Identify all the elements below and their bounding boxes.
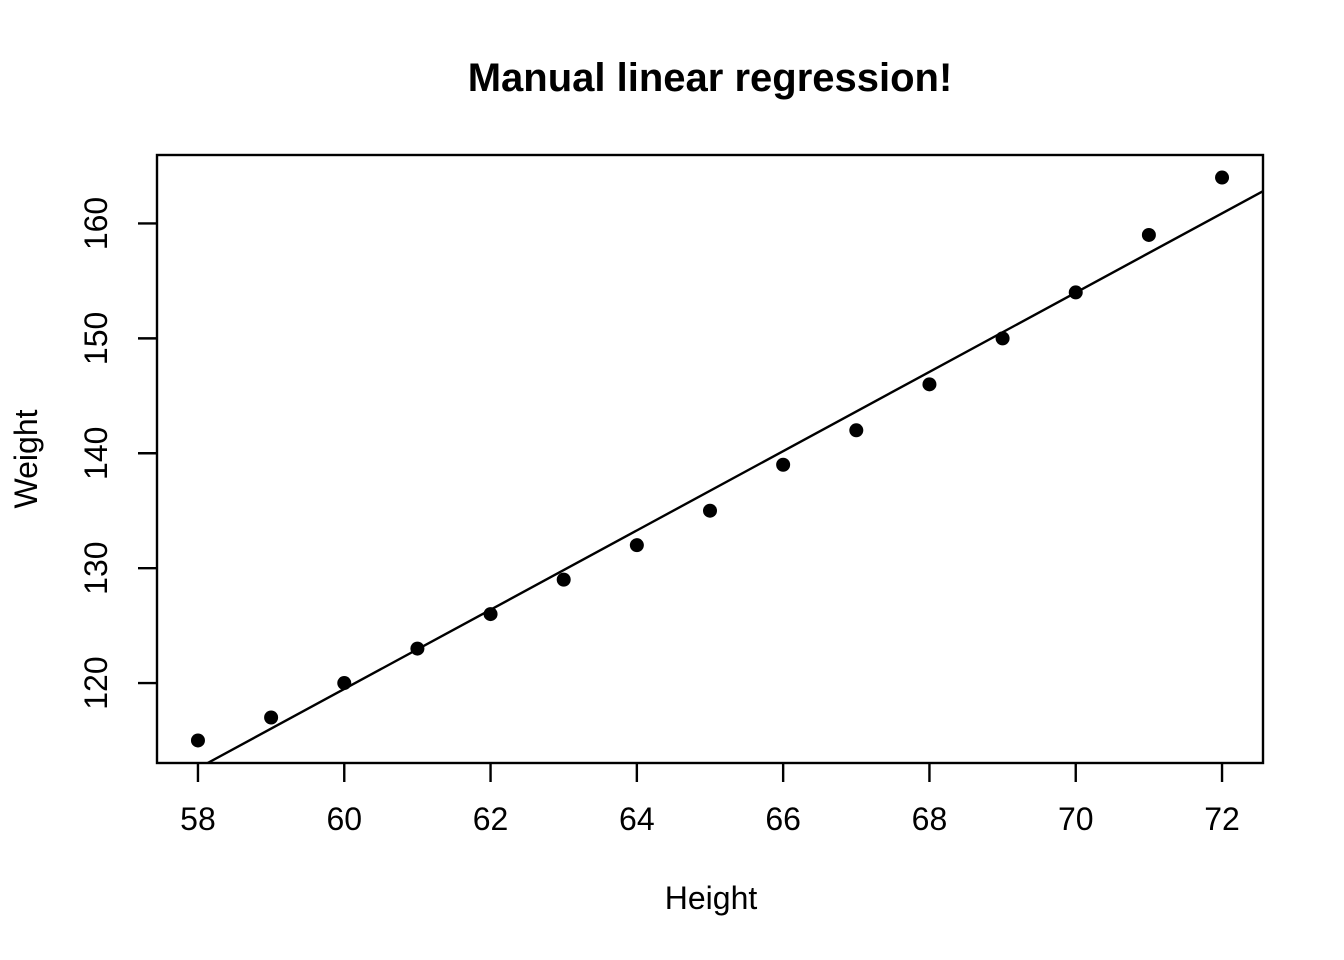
y-axis: 120 130 140 150 160 [78, 197, 157, 710]
x-tick-label: 68 [912, 801, 948, 837]
data-point [1215, 170, 1230, 185]
data-point [1141, 227, 1156, 242]
data-point [849, 423, 864, 438]
data-point [703, 503, 717, 518]
data-point [190, 733, 205, 748]
y-tick-label: 130 [78, 541, 114, 594]
y-tick-label: 160 [78, 197, 114, 250]
x-tick-label: 70 [1058, 801, 1094, 837]
y-tick-label: 150 [78, 312, 114, 365]
y-tick-label: 120 [78, 656, 114, 709]
y-tick-label: 140 [78, 427, 114, 480]
x-tick-label: 58 [180, 801, 216, 837]
data-point [556, 572, 571, 587]
x-axis-label: Height [665, 880, 758, 916]
data-point [264, 710, 279, 725]
x-tick-label: 62 [473, 801, 509, 837]
x-tick-label: 60 [326, 801, 362, 837]
chart-title: Manual linear regression! [468, 56, 953, 100]
data-point [629, 538, 644, 553]
plot-box [155, 153, 1265, 765]
data-point [922, 377, 937, 392]
x-tick-label: 64 [619, 801, 655, 837]
scatter-points [190, 170, 1230, 748]
y-axis-label: Weight [8, 409, 44, 508]
x-axis: 58 60 62 64 66 68 70 72 [180, 763, 1240, 837]
data-point [776, 457, 791, 472]
regression-line [207, 190, 1264, 765]
x-tick-label: 66 [765, 801, 801, 837]
x-tick-label: 72 [1204, 801, 1240, 837]
